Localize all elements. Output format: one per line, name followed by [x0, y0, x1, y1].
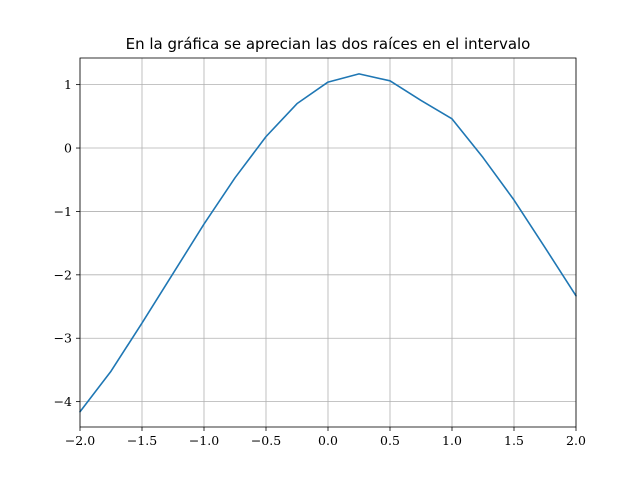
x-tick-label: −1.5: [127, 433, 157, 448]
y-tick-label: −2: [54, 267, 72, 282]
y-tick-label: −1: [54, 204, 72, 219]
x-tick-label: 0.0: [318, 433, 338, 448]
y-axis-tick-labels: 1 0 −1 −2 −3 −4: [54, 77, 72, 409]
x-tick-label: 1.0: [442, 433, 462, 448]
y-tick-label: −3: [54, 331, 72, 346]
y-tick-label: −4: [54, 394, 72, 409]
x-tick-label: 1.5: [504, 433, 524, 448]
y-tick-label: 0: [64, 141, 72, 156]
x-tick-label: −0.5: [251, 433, 281, 448]
chart-title: En la gráfica se aprecian las dos raíces…: [126, 35, 531, 53]
x-tick-label: −2.0: [65, 433, 95, 448]
x-tick-label: 2.0: [566, 433, 586, 448]
grid-lines: [79, 58, 577, 427]
x-tick-label: 0.5: [380, 433, 400, 448]
axis-ticks: [76, 84, 577, 431]
x-tick-label: −1.0: [189, 433, 219, 448]
y-tick-label: 1: [64, 77, 72, 92]
series-layer: [79, 73, 577, 413]
series-line: [79, 73, 577, 413]
x-axis-tick-labels: −2.0 −1.5 −1.0 −0.5 0.0 0.5 1.0 1.5 2.0: [65, 433, 586, 448]
